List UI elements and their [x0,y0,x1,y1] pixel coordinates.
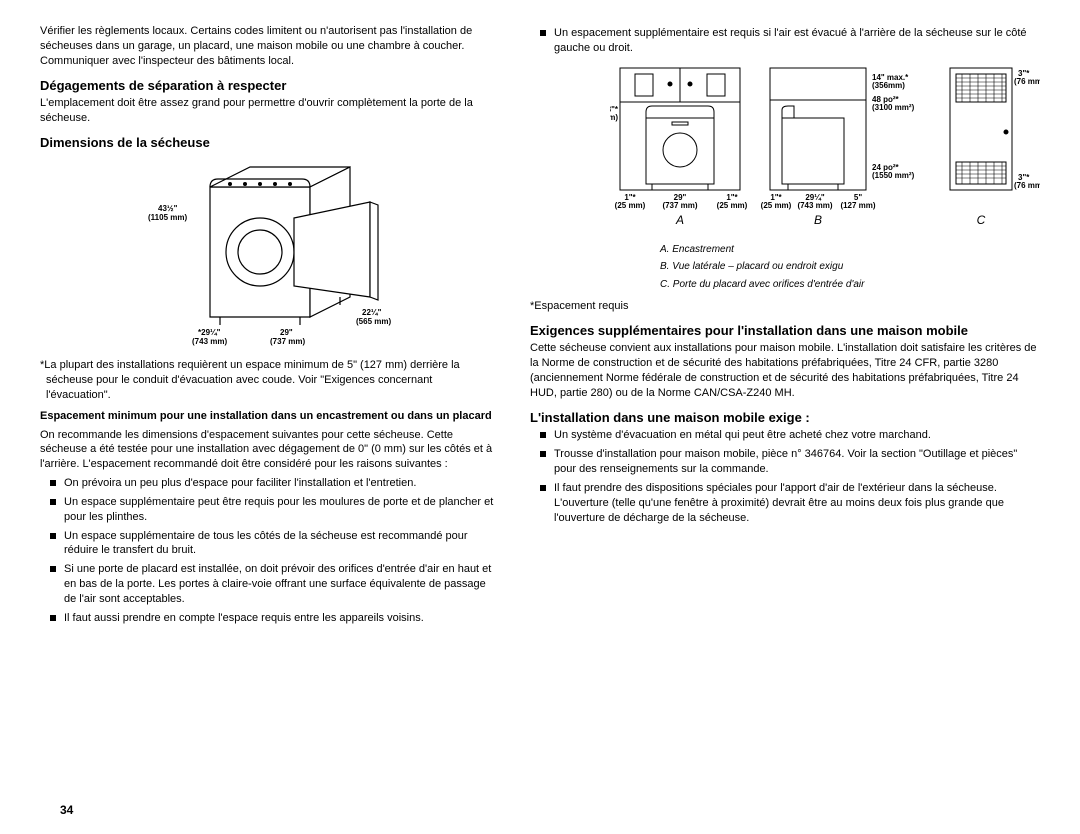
figure-install-views: 1"* (25 mm) 29" (737 mm) 1"* (25 mm) 18"… [610,62,1040,237]
svg-text:(743 mm): (743 mm) [192,337,227,346]
legend-c: C. Porte du placard avec orifices d'entr… [660,278,1040,292]
mobile-req-list: Un système d'évacuation en métal qui peu… [530,428,1040,525]
heading-mobile-home: Exigences supplémentaires pour l'install… [530,322,1040,340]
svg-text:(737 mm): (737 mm) [662,201,697,210]
svg-text:(457 mm): (457 mm) [610,113,618,122]
svg-text:A: A [675,213,684,227]
svg-text:(737 mm): (737 mm) [270,337,305,346]
svg-text:(565 mm): (565 mm) [356,317,391,326]
svg-text:43½": 43½" [158,204,178,213]
svg-text:(127 mm): (127 mm) [840,201,875,210]
closet-subhead: Espacement minimum pour une installation… [40,409,500,424]
clearance-text: L'emplacement doit être assez grand pour… [40,96,500,126]
list-item: Un système d'évacuation en métal qui peu… [544,428,1040,443]
svg-text:(25 mm): (25 mm) [717,201,748,210]
svg-text:C: C [977,213,986,227]
list-item: Un espacement supplémentaire est requis … [544,26,1040,56]
figure-legend: A. Encastrement B. Vue latérale – placar… [530,243,1040,292]
dims-footnote: *La plupart des installations requièrent… [40,358,500,403]
heading-dryer-dims: Dimensions de la sécheuse [40,134,500,152]
page-number: 34 [60,802,73,818]
closet-text: On recommande les dimensions d'espacemen… [40,428,500,473]
svg-text:(743 mm): (743 mm) [797,201,832,210]
svg-text:(25 mm): (25 mm) [615,201,646,210]
svg-text:(1105 mm): (1105 mm) [148,213,187,222]
svg-text:(356mm): (356mm) [872,81,905,90]
closet-list: On prévoira un peu plus d'espace pour fa… [40,476,500,626]
svg-text:(76 mm): (76 mm) [1014,77,1040,86]
mobile-home-text: Cette sécheuse convient aux installation… [530,341,1040,400]
spacing-required-note: *Espacement requis [530,299,1040,314]
svg-text:(76 mm): (76 mm) [1014,181,1040,190]
heading-mobile-req: L'installation dans une maison mobile ex… [530,409,1040,427]
svg-text:(25 mm): (25 mm) [761,201,792,210]
legend-a: A. Encastrement [660,243,1040,257]
top-list: Un espacement supplémentaire est requis … [530,26,1040,56]
list-item: Il faut aussi prendre en compte l'espace… [54,611,500,626]
svg-text:B: B [814,213,822,227]
svg-text:29": 29" [280,328,293,337]
legend-b: B. Vue latérale – placard ou endroit exi… [660,260,1040,274]
list-item: Un espace supplémentaire de tous les côt… [54,529,500,559]
svg-text:(1550 mm²): (1550 mm²) [872,171,915,180]
figure-dryer-dims: 43½" (1105 mm) *29¼" (743 mm) 29" (737 m… [140,157,500,352]
list-item: Si une porte de placard est installée, o… [54,562,500,607]
list-item: Un espace supplémentaire peut être requi… [54,495,500,525]
svg-text:*29¼": *29¼" [198,328,221,337]
intro-text: Vérifier les règlements locaux. Certains… [40,24,500,69]
svg-text:(3100 mm²): (3100 mm²) [872,103,915,112]
list-item: On prévoira un peu plus d'espace pour fa… [54,476,500,491]
svg-text:22¼": 22¼" [362,308,382,317]
list-item: Trousse d'installation pour maison mobil… [544,447,1040,477]
heading-clearance: Dégagements de séparation à respecter [40,77,500,95]
list-item: Il faut prendre des dispositions spécial… [544,481,1040,526]
left-column: Vérifier les règlements locaux. Certains… [40,24,500,630]
right-column: Un espacement supplémentaire est requis … [530,24,1040,630]
